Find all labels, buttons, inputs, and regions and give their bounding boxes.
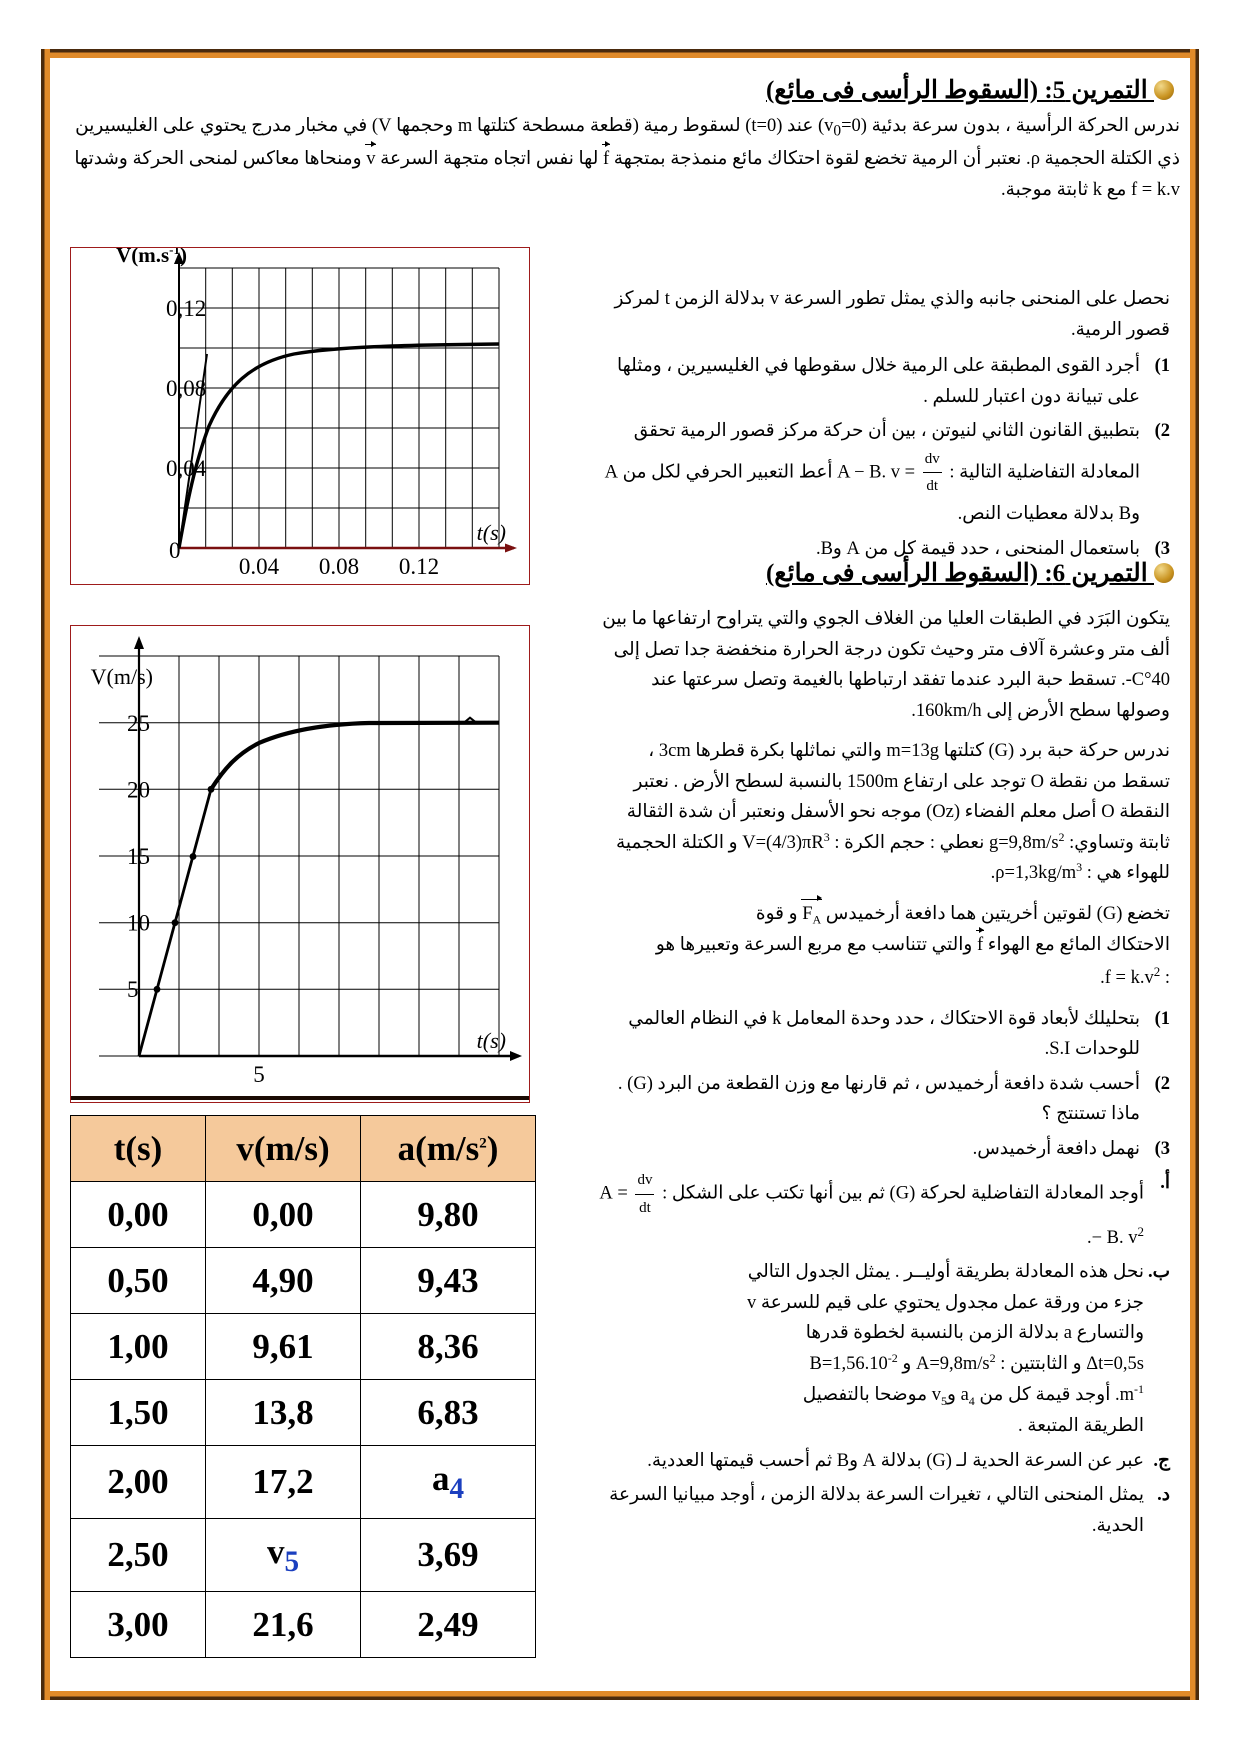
svg-text:0.04: 0.04: [239, 554, 280, 579]
svg-text:V(m.s-1): V(m.s-1): [116, 248, 187, 267]
svg-text:0.12: 0.12: [399, 554, 439, 579]
svg-text:0: 0: [169, 538, 181, 563]
svg-text:5: 5: [253, 1062, 265, 1087]
svg-text:t(s): t(s): [477, 520, 506, 545]
svg-text:t(s): t(s): [477, 1028, 506, 1053]
svg-text:25: 25: [127, 711, 150, 736]
svg-text:5: 5: [127, 977, 139, 1002]
svg-text:15: 15: [127, 844, 150, 869]
svg-text:0,08: 0,08: [166, 376, 206, 401]
svg-text:0,04: 0,04: [166, 456, 207, 481]
svg-text:V(m/s): V(m/s): [91, 664, 153, 689]
svg-text:0.08: 0.08: [319, 554, 359, 579]
svg-text:10: 10: [127, 911, 150, 936]
svg-text:20: 20: [127, 778, 150, 803]
svg-text:0,12: 0,12: [166, 296, 206, 321]
